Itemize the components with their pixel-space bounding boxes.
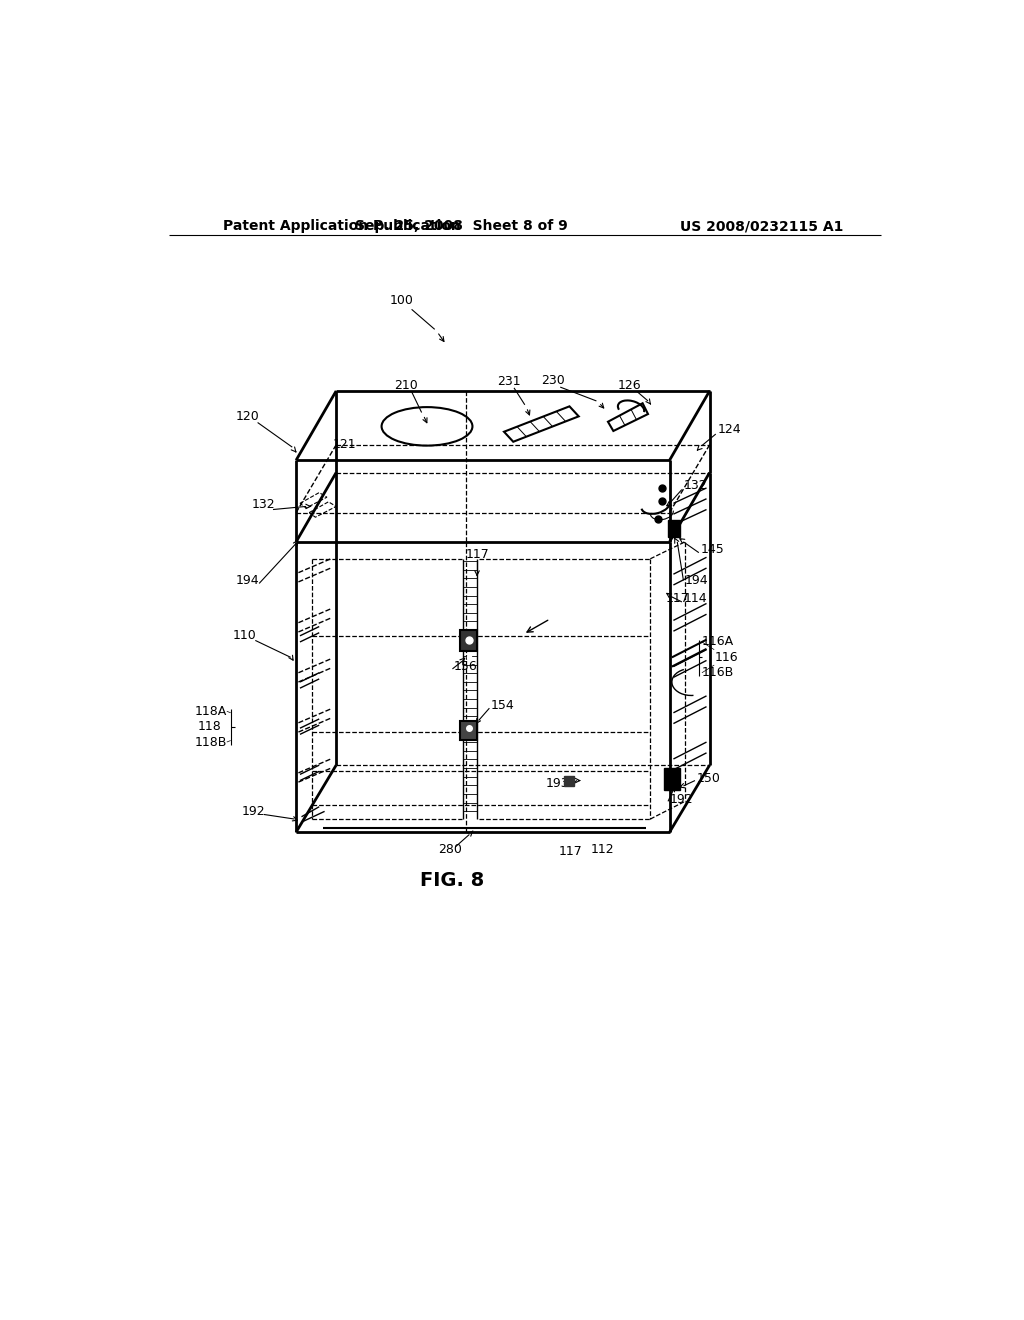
Text: 192: 192 <box>670 792 693 805</box>
Text: 116A: 116A <box>701 635 734 648</box>
Text: 117: 117 <box>666 593 689 606</box>
Text: 126: 126 <box>617 379 641 392</box>
Text: 194: 194 <box>236 574 259 587</box>
Text: US 2008/0232115 A1: US 2008/0232115 A1 <box>680 219 844 234</box>
Text: 112: 112 <box>591 843 614 857</box>
Text: 280: 280 <box>438 843 462 857</box>
Text: 194: 194 <box>685 574 709 587</box>
Text: 118A: 118A <box>195 705 226 718</box>
Text: 118B: 118B <box>195 735 226 748</box>
Text: 117: 117 <box>465 548 488 561</box>
Text: Sep. 25, 2008  Sheet 8 of 9: Sep. 25, 2008 Sheet 8 of 9 <box>355 219 568 234</box>
Text: 118: 118 <box>198 721 221 733</box>
Text: 150: 150 <box>696 772 721 785</box>
Bar <box>460 630 477 651</box>
Text: 231: 231 <box>498 375 521 388</box>
Text: 154: 154 <box>490 698 515 711</box>
Text: 120: 120 <box>236 409 259 422</box>
Text: 132: 132 <box>683 479 707 492</box>
Text: 192: 192 <box>242 805 265 818</box>
Text: 110: 110 <box>232 630 256 643</box>
Text: 210: 210 <box>394 379 418 392</box>
Bar <box>668 520 680 537</box>
Text: 193: 193 <box>546 777 569 791</box>
Text: 116: 116 <box>714 651 738 664</box>
Text: 116B: 116B <box>701 667 734 680</box>
Text: 114: 114 <box>683 593 707 606</box>
Bar <box>665 768 680 789</box>
Text: 100: 100 <box>390 294 414 308</box>
Text: 145: 145 <box>700 543 724 556</box>
Bar <box>460 721 477 739</box>
Text: 121: 121 <box>333 438 356 451</box>
Text: FIG. 8: FIG. 8 <box>420 871 484 890</box>
Text: Patent Application Publication: Patent Application Publication <box>223 219 461 234</box>
Text: 230: 230 <box>541 374 564 387</box>
Text: 124: 124 <box>717 422 741 436</box>
Text: 117: 117 <box>559 845 583 858</box>
Text: 132: 132 <box>251 499 274 511</box>
Text: 156: 156 <box>454 660 478 673</box>
